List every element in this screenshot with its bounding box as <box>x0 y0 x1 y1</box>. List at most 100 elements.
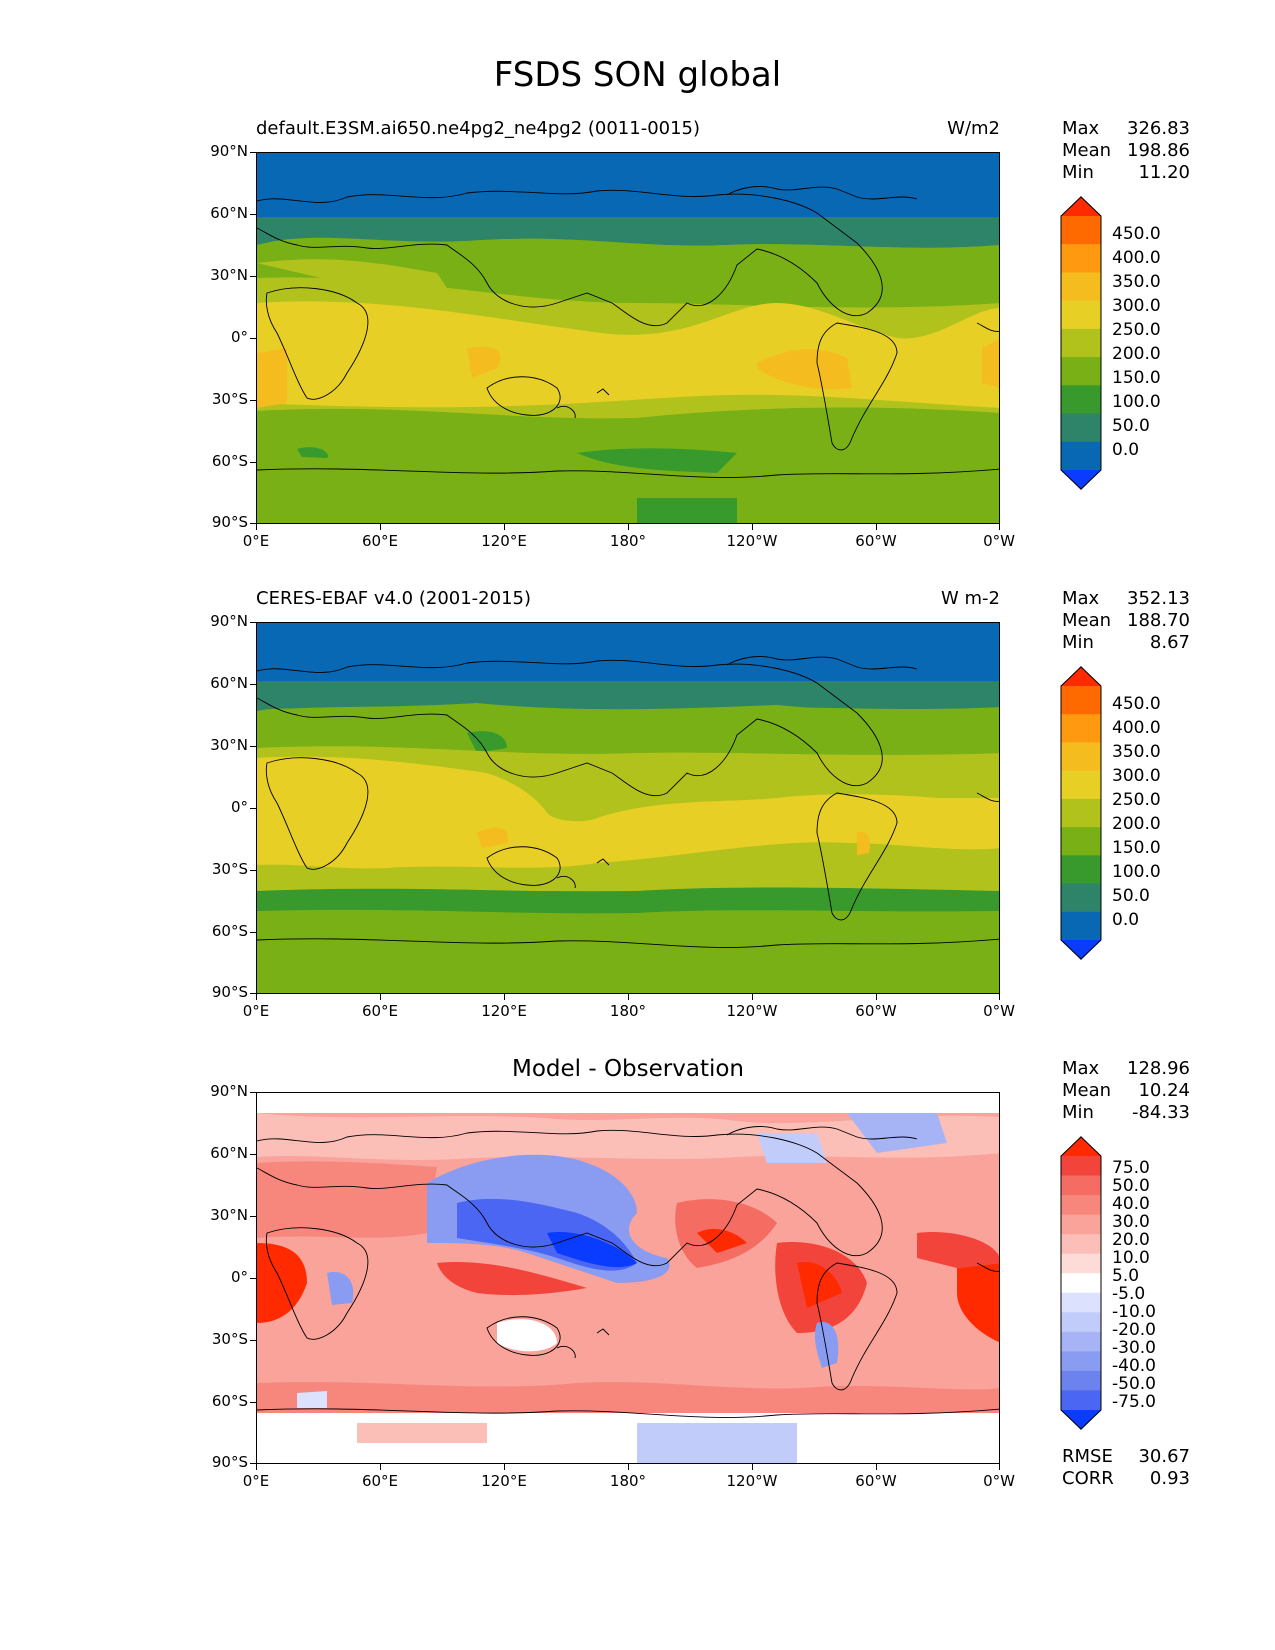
lat-tick-mark <box>250 152 256 153</box>
map-difference-field <box>256 1092 1000 1464</box>
lon-tick-mark <box>380 1464 381 1470</box>
colorbar-label: 40.0 <box>1112 1194 1150 1214</box>
colorbar-label: 75.0 <box>1112 1158 1150 1178</box>
colorbar-swatch <box>1061 244 1101 273</box>
colorbar <box>1058 666 1104 964</box>
lon-tick-mark <box>504 524 505 530</box>
lon-tick-mark <box>504 994 505 1000</box>
panel-units: W/m2 <box>947 118 1000 139</box>
lat-tick-label: 90°S <box>211 1453 248 1471</box>
lon-tick-mark <box>752 994 753 1000</box>
lat-tick-mark <box>250 338 256 339</box>
stat-label: RMSE <box>1062 1446 1113 1467</box>
lon-tick-label: 180° <box>609 1002 647 1020</box>
lat-tick-label: 60°S <box>211 452 248 470</box>
colorbar-swatch <box>1061 770 1101 800</box>
lon-tick-label: 0°E <box>242 1002 270 1020</box>
lon-tick-label: 120°E <box>481 1002 527 1020</box>
colorbar-swatch <box>1061 911 1101 941</box>
lat-tick-mark <box>250 808 256 809</box>
lon-tick-mark <box>752 1464 753 1470</box>
lon-tick-label: 120°W <box>726 532 778 550</box>
lat-tick-mark <box>250 684 256 685</box>
stat-label: Min <box>1062 1102 1094 1123</box>
colorbar-label: 400.0 <box>1112 248 1161 268</box>
colorbar-label: 20.0 <box>1112 1230 1150 1250</box>
colorbar-cap-bottom <box>1061 1410 1101 1430</box>
stat-min: Min 8.67 <box>1062 632 1190 654</box>
panel-observation: CERES-EBAF v4.0 (2001-2015) W m-2 <box>0 588 1275 1058</box>
lon-tick-mark <box>256 524 257 530</box>
lon-tick-mark <box>256 1464 257 1470</box>
colorbar-label: 300.0 <box>1112 296 1161 316</box>
lon-tick-mark <box>504 1464 505 1470</box>
stat-value: 128.96 <box>1127 1058 1190 1079</box>
colorbar-label: 50.0 <box>1112 1176 1150 1196</box>
stat-max: Max 128.96 <box>1062 1058 1190 1080</box>
stat-value: 198.86 <box>1127 140 1190 161</box>
lon-tick-mark <box>752 524 753 530</box>
stat-value: 0.93 <box>1149 1468 1190 1489</box>
lat-tick-mark <box>250 1216 256 1217</box>
colorbar-swatch <box>1061 1312 1101 1333</box>
lat-tick-label: 60°S <box>211 1392 248 1410</box>
colorbar-label: 100.0 <box>1112 862 1161 882</box>
colorbar-cap-top <box>1061 196 1101 216</box>
lon-tick-mark <box>999 994 1000 1000</box>
lat-tick-label: 60°N <box>210 204 248 222</box>
panel-units: W m-2 <box>940 588 1000 609</box>
lon-tick-label: 120°W <box>726 1472 778 1490</box>
lat-tick-label: 90°N <box>210 612 248 630</box>
colorbar-swatch <box>1061 413 1101 443</box>
stat-value: 188.70 <box>1127 610 1190 631</box>
stat-label: Max <box>1062 118 1100 139</box>
colorbar-label: -30.0 <box>1112 1338 1156 1358</box>
colorbar-label: 450.0 <box>1112 224 1161 244</box>
lon-tick-mark <box>999 1464 1000 1470</box>
stats-box: Max 326.83 Mean 198.86 Min 11.20 <box>1062 118 1190 184</box>
colorbar-label: 350.0 <box>1112 742 1161 762</box>
colorbar-cap-bottom <box>1061 470 1101 490</box>
colorbar-label: 150.0 <box>1112 368 1161 388</box>
lon-tick-mark <box>628 994 629 1000</box>
lat-tick-mark <box>250 400 256 401</box>
lat-tick-mark <box>250 622 256 623</box>
panel-model: default.E3SM.ai650.ne4pg2_ne4pg2 (0011-0… <box>0 118 1275 588</box>
stat-max: Max 326.83 <box>1062 118 1190 140</box>
lon-tick-label: 60°E <box>361 1472 399 1490</box>
colorbar-label: 0.0 <box>1112 910 1140 930</box>
colorbar-swatches <box>1060 1136 1102 1430</box>
lon-tick-mark <box>999 524 1000 530</box>
colorbar-swatch <box>1061 1175 1101 1196</box>
lat-tick-label: 30°N <box>210 736 248 754</box>
lon-tick-label: 60°W <box>855 532 897 550</box>
colorbar-label: 450.0 <box>1112 694 1161 714</box>
stat-label: Min <box>1062 162 1094 183</box>
lon-tick-label: 0°W <box>983 1472 1015 1490</box>
colorbar-label: 350.0 <box>1112 272 1161 292</box>
lat-tick-mark <box>250 1402 256 1403</box>
colorbar-swatch <box>1061 714 1101 743</box>
colorbar-cap-bottom <box>1061 940 1101 960</box>
lat-tick-label: 30°S <box>211 390 248 408</box>
colorbar-label: 5.0 <box>1112 1266 1140 1286</box>
stat-label: Min <box>1062 632 1094 653</box>
colorbar-swatch <box>1061 1331 1101 1352</box>
colorbar-swatch <box>1061 1156 1101 1177</box>
lat-tick-label: 30°N <box>210 266 248 284</box>
lon-tick-label: 120°E <box>481 1472 527 1490</box>
lat-tick-label: 90°S <box>211 513 248 531</box>
lon-tick-label: 0°W <box>983 532 1015 550</box>
colorbar-label: -50.0 <box>1112 1374 1156 1394</box>
colorbar-swatch <box>1061 1195 1101 1216</box>
colorbar-swatch <box>1061 1292 1101 1313</box>
colorbar-swatch <box>1061 272 1101 302</box>
lat-tick-mark <box>250 746 256 747</box>
colorbar <box>1058 1136 1104 1434</box>
colorbar-cap-top <box>1061 1136 1101 1156</box>
stat-value: 30.67 <box>1138 1446 1190 1467</box>
colorbar-swatch <box>1061 883 1101 913</box>
map-observation-field <box>256 622 1000 994</box>
lat-tick-mark <box>250 462 256 463</box>
colorbar-label: -5.0 <box>1112 1284 1146 1304</box>
